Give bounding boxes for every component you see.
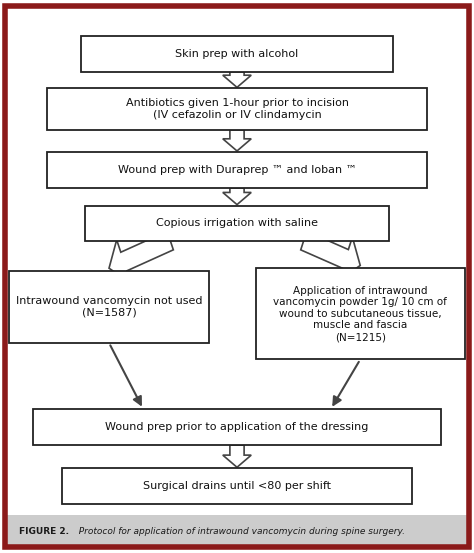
Text: Wound prep with Duraprep ™ and Ioban ™: Wound prep with Duraprep ™ and Ioban ™ [118,165,356,175]
Bar [33,409,441,445]
Text: Protocol for application of intrawound vancomycin during spine surgery.: Protocol for application of intrawound v… [73,527,405,536]
Text: Copious irrigation with saline: Copious irrigation with saline [156,218,318,228]
Text: FIGURE 2.: FIGURE 2. [19,527,69,536]
Polygon shape [223,445,251,467]
Text: Surgical drains until <80 per shift: Surgical drains until <80 per shift [143,481,331,492]
Text: Intrawound vancomycin not used
(N=1587): Intrawound vancomycin not used (N=1587) [16,296,202,318]
Polygon shape [109,231,173,283]
Bar [47,152,427,188]
Bar [81,36,393,72]
Bar [47,88,427,130]
Text: Application of intrawound
vancomycin powder 1g/ 10 cm of
wound to subcutaneous t: Application of intrawound vancomycin pow… [273,286,447,342]
Bar [256,268,465,359]
Polygon shape [223,188,251,205]
Polygon shape [223,72,251,87]
Polygon shape [223,130,251,151]
Text: Skin prep with alcohol: Skin prep with alcohol [175,49,299,59]
Bar [9,271,209,343]
Bar [5,515,469,547]
Bar [62,468,412,504]
Text: Wound prep prior to application of the dressing: Wound prep prior to application of the d… [105,422,369,432]
Text: Antibiotics given 1-hour prior to incision
(IV cefazolin or IV clindamycin: Antibiotics given 1-hour prior to incisi… [126,98,348,120]
Bar [85,206,389,241]
Polygon shape [301,231,360,280]
